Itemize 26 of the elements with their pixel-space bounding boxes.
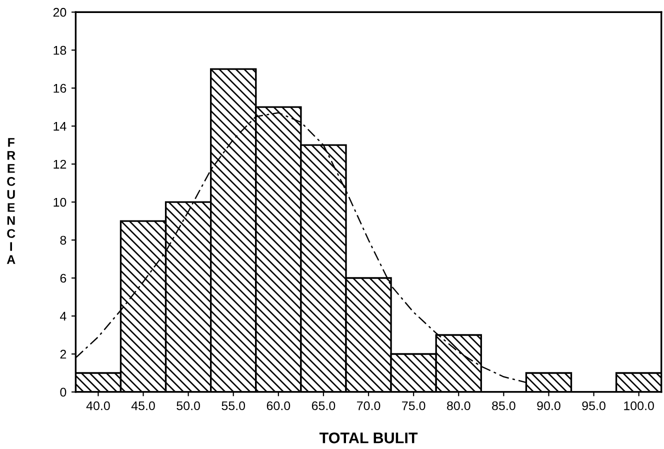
y-tick-label: 10 [54,198,66,207]
x-tick-label: 45.0 [131,401,155,410]
y-tick-label: 2 [60,350,66,359]
x-tick-label: 85.0 [492,401,516,410]
x-tick-label: 95.0 [582,401,606,410]
text: FRECUENCIA [6,138,16,264]
x-tick-label: 50.0 [176,401,200,410]
y-tick-label: 4 [60,312,66,321]
x-tick-label: 60.0 [266,401,290,410]
y-tick-label: 18 [54,46,66,55]
x-tick-label: 100.0 [624,401,654,410]
x-tick-label: 55.0 [222,401,246,410]
y-tick-label: 0 [60,388,66,397]
y-tick-label: 16 [54,84,66,93]
y-tick-label: 20 [53,8,66,17]
x-tick-label: 65.0 [312,401,336,410]
x-tick-label: 40.0 [86,401,110,410]
x-tick-label: 80.0 [447,401,470,410]
y-tick-label: 8 [60,236,66,245]
x-axis-title: TOTAL BULIT [319,432,418,444]
y-tick-label: 12 [54,160,66,169]
x-tick-label: 75.0 [402,401,426,410]
y-tick-label: 14 [54,122,66,131]
y-tick-label: 6 [60,274,66,283]
x-tick-label: 90.0 [537,401,560,410]
x-tick-label: 70.0 [357,401,380,410]
